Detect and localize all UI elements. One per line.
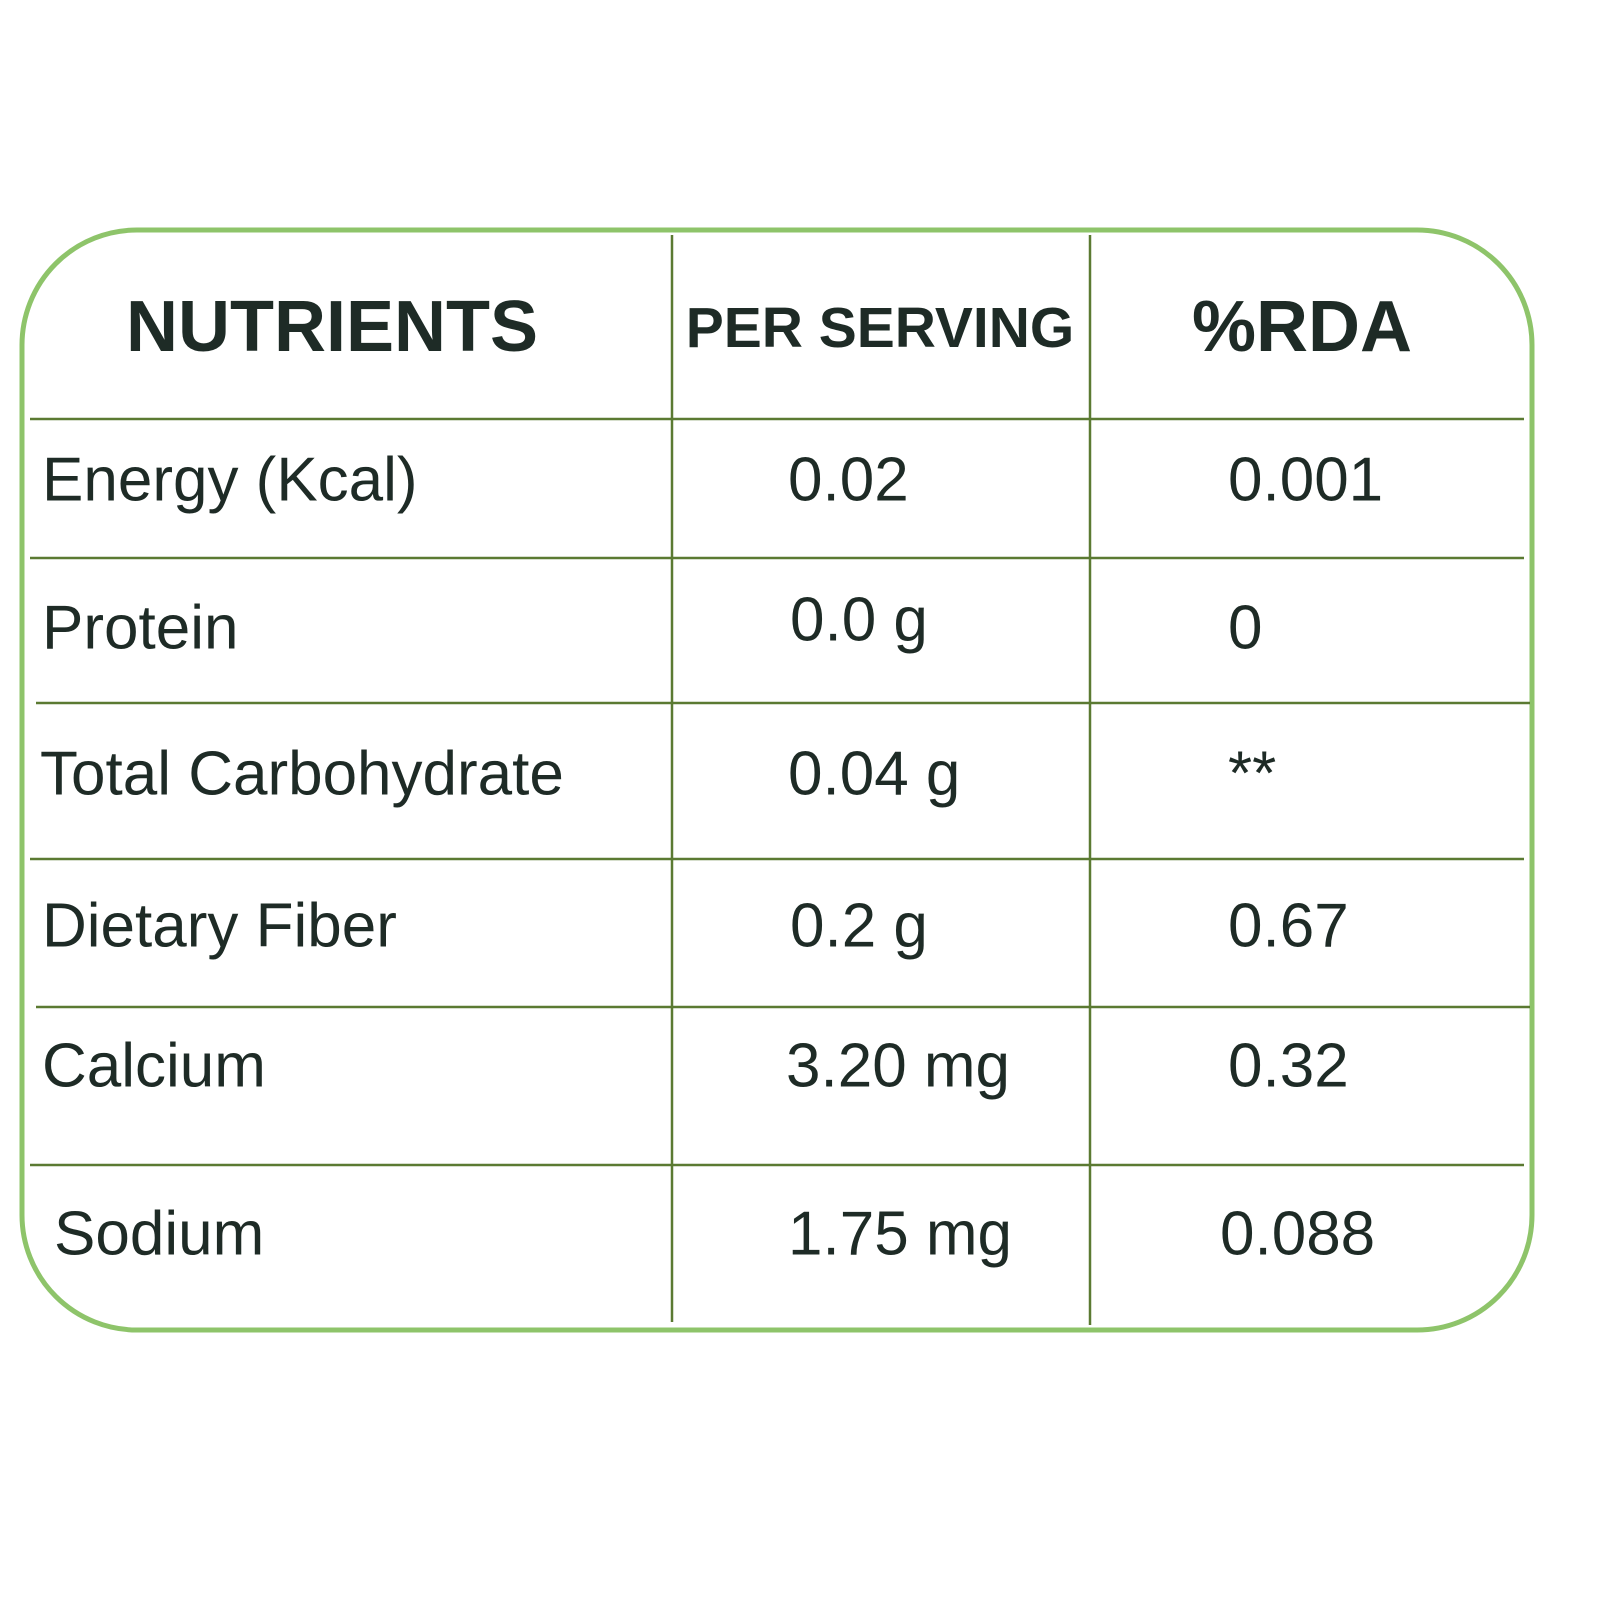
rda-value: 0.001 (1228, 445, 1383, 514)
nutrient-name: Protein (42, 593, 238, 662)
rda-value: 0.32 (1228, 1031, 1349, 1100)
column-header: NUTRIENTS (126, 287, 538, 367)
rda-value: 0.088 (1220, 1199, 1375, 1268)
rda-value: 0 (1228, 593, 1262, 662)
per-serving-value: 0.0 g (790, 585, 928, 654)
rda-value: 0.67 (1228, 891, 1349, 960)
per-serving-value: 0.2 g (790, 891, 928, 960)
table-border (19, 227, 1535, 1333)
per-serving-value: 0.02 (788, 445, 909, 514)
rda-value: ** (1228, 739, 1276, 808)
per-serving-value: 3.20 mg (786, 1031, 1010, 1100)
per-serving-value: 1.75 mg (788, 1199, 1012, 1268)
nutrient-name: Dietary Fiber (42, 891, 397, 960)
column-header: PER SERVING (686, 296, 1075, 360)
nutrient-name: Energy (Kcal) (42, 445, 418, 514)
nutrient-name: Sodium (54, 1199, 264, 1268)
column-header: %RDA (1192, 287, 1412, 367)
per-serving-value: 0.04 g (788, 739, 960, 808)
nutrient-name: Calcium (42, 1031, 266, 1100)
nutrient-name: Total Carbohydrate (40, 739, 564, 808)
